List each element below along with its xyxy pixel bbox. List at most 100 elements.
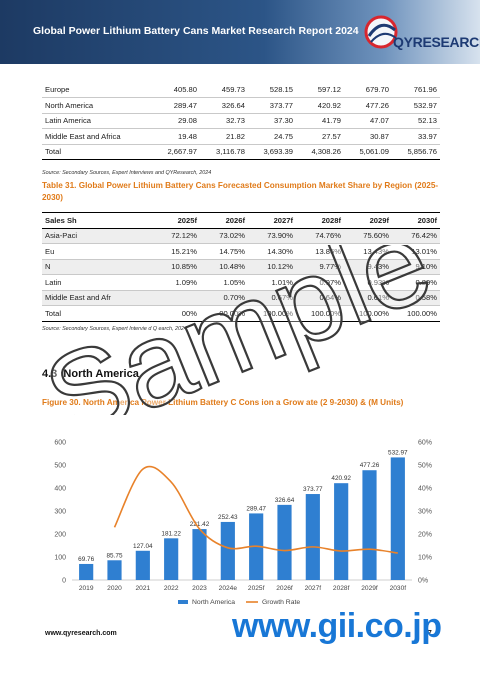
y-right-tick-label: 60% <box>418 440 432 447</box>
bar-data-label: 69.76 <box>78 556 94 563</box>
cell-value: 761.96 <box>413 85 437 94</box>
y-left-tick-label: 400 <box>54 486 66 493</box>
qyresearch-logo: QYRESEARCH <box>363 14 480 54</box>
y-right-tick-label: 40% <box>418 486 432 493</box>
cell-value: 52.13 <box>417 116 437 126</box>
y-left-tick-label: 500 <box>54 463 66 470</box>
table-row: Middle East and Afr 0.70% 0.67% 0.64% 0.61% 0… <box>42 290 440 306</box>
table-row: Eu 15.21% 14.75% 14.30% 13.86% 13.43% 13.01% <box>42 244 440 259</box>
cell-value: 10.12% <box>248 259 296 275</box>
row-label: Latin <box>45 277 62 287</box>
cell-value: 3,693.39 <box>263 147 293 157</box>
table-row: North America 289.47 326.64 373.77 420.92 477… <box>42 98 440 113</box>
legend-label-north-america: North America <box>192 599 235 606</box>
cell-value: 0.93% <box>367 277 389 287</box>
y-left-tick-label: 300 <box>54 509 66 516</box>
cell-value: 0.64% <box>296 290 344 306</box>
x-tick-label: 2029f <box>361 585 378 592</box>
row-label: Europe <box>45 85 70 94</box>
cell-value: 47.07 <box>369 116 389 126</box>
bar <box>390 457 405 580</box>
x-tick-label: 2022 <box>164 585 179 592</box>
cell-value: 405.80 <box>173 85 197 94</box>
x-tick-label: 2021 <box>135 585 150 592</box>
row-label: Asia-Paci <box>42 228 152 244</box>
legend-label-growth-rate: Growth Rate <box>262 599 300 606</box>
table-row: N 10.85% 10.48% 10.12% 9.77% 9.43% 9.10% <box>42 259 440 275</box>
cell-value: 0.61% <box>344 290 392 306</box>
cell-value: 41.79 <box>321 116 341 126</box>
cell-value: 5,856.76 <box>407 147 437 157</box>
bar-data-label: 221.42 <box>190 521 210 528</box>
y-right-tick-label: 0% <box>418 578 428 585</box>
cell-value: 100.00% <box>407 308 437 318</box>
y-left-tick-label: 200 <box>54 532 66 539</box>
cell-value: 00.00% <box>219 308 245 318</box>
column-header: 2027f <box>273 215 293 225</box>
section-number: 4.3 <box>42 368 58 380</box>
row-label: Total <box>45 147 62 157</box>
qy-globe-icon <box>364 15 398 49</box>
column-header: 2026f <box>225 215 245 225</box>
table-header-row: Sales Sh 2025f 2026f 2027f 2028f 2029f 2030f <box>42 212 440 228</box>
x-tick-label: 2025f <box>248 585 265 592</box>
x-tick-label: 2027f <box>305 585 322 592</box>
cell-value: 00% <box>181 308 197 318</box>
logo-text: QYRESEARCH <box>393 34 480 50</box>
bar-data-label: 127.04 <box>133 543 153 550</box>
cell-value: 30.87 <box>369 131 389 141</box>
table-row: Total 00% 00.00% 100.00% 100.00% 100.00% 100.0… <box>42 305 440 321</box>
cell-value: 1.09% <box>175 277 197 287</box>
bar <box>362 470 377 580</box>
bar <box>107 560 122 580</box>
cell-value: 5,061.09 <box>359 147 389 157</box>
row-label: Latin America <box>45 116 92 126</box>
growth-rate-line <box>113 465 398 554</box>
column-header: 2028f <box>321 215 341 225</box>
cell-value: 75.60% <box>344 228 392 244</box>
bar-data-label: 373.77 <box>303 486 323 493</box>
cell-value: 0.70% <box>200 290 248 306</box>
cell-value: 76.42% <box>392 228 440 244</box>
y-left-tick-label: 600 <box>54 440 66 447</box>
x-tick-label: 2024e <box>219 585 238 592</box>
north-america-chart: 0 100 200 300 400 500 600 0% 10% 20% 30% 40% 50% 60% 6… <box>54 440 432 607</box>
cell-value: 477.26 <box>365 100 389 110</box>
cell-value: 2,667.97 <box>167 147 197 157</box>
cell-value: 27.57 <box>321 131 341 141</box>
bar-data-label: 326.64 <box>275 497 295 504</box>
cell-value: 10.48% <box>200 259 248 275</box>
cell-value: 33.97 <box>417 131 437 141</box>
cell-value: 9.43% <box>344 259 392 275</box>
cell-value: 72.12% <box>152 228 200 244</box>
cell-value <box>152 290 200 306</box>
page-number: 47 <box>424 630 432 637</box>
cell-value: 289.47 <box>173 100 197 110</box>
footer-url[interactable]: www.qyresearch.com <box>45 630 117 637</box>
cell-value: 14.30% <box>267 246 293 256</box>
legend-swatch-north-america <box>178 600 188 604</box>
cell-value: 1.01% <box>271 277 293 287</box>
y-right-tick-label: 30% <box>418 509 432 516</box>
cell-value: 14.75% <box>219 246 245 256</box>
y-right-tick-label: 50% <box>418 463 432 470</box>
market-share-table: Sales Sh 2025f 2026f 2027f 2028f 2029f 2030f A… <box>42 212 440 322</box>
cell-value: 37.30 <box>273 116 293 126</box>
row-label: N <box>42 259 152 275</box>
x-tick-label: 2030f <box>390 585 407 592</box>
cell-value: 29.08 <box>177 116 197 126</box>
cell-value: 0.58% <box>392 290 440 306</box>
cell-value: 0.67% <box>248 290 296 306</box>
bar-data-label: 252.43 <box>218 514 238 521</box>
report-title: Global Power Lithium Battery Cans Market… <box>33 25 359 37</box>
cell-value: 528.15 <box>269 85 293 94</box>
cell-value: 420.92 <box>317 100 341 110</box>
x-tick-label: 2023 <box>192 585 207 592</box>
x-tick-label: 2020 <box>107 585 122 592</box>
cell-value: 1.05% <box>223 277 245 287</box>
cell-value: 13.43% <box>363 246 389 256</box>
cell-value: 373.77 <box>269 100 293 110</box>
cell-value: 100.00% <box>359 308 389 318</box>
column-header: 2025f <box>177 215 197 225</box>
cell-value: 9.10% <box>392 259 440 275</box>
